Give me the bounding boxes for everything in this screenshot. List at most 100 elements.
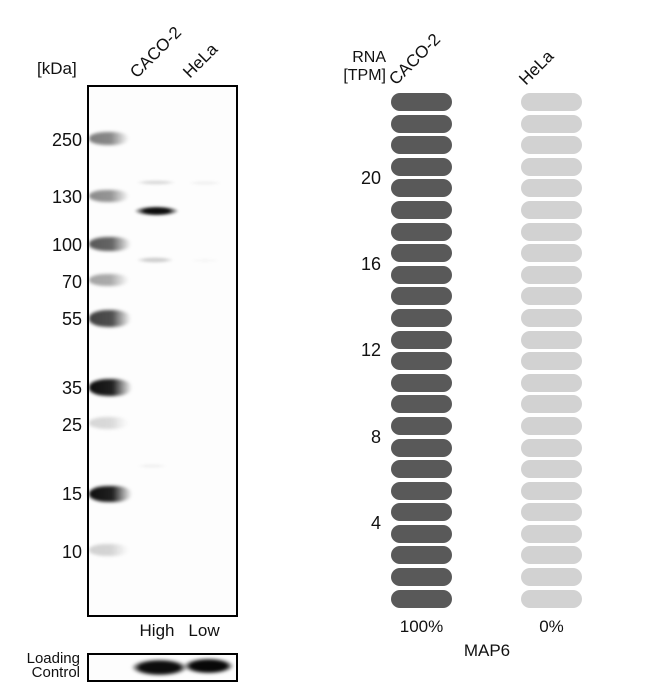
rna-axis-line2: [TPM] bbox=[343, 67, 386, 84]
rna-segment bbox=[391, 416, 452, 435]
rna-axis-label: RNA [TPM] bbox=[326, 49, 386, 85]
rna-segment bbox=[521, 330, 582, 349]
rna-axis-line1: RNA bbox=[352, 49, 386, 66]
ladder-band bbox=[89, 417, 129, 429]
rna-percent-caco2: 100% bbox=[399, 617, 444, 636]
mw-marker-label: 10 bbox=[61, 542, 82, 562]
rna-segment bbox=[391, 503, 452, 522]
rna-segment bbox=[391, 244, 452, 263]
rna-segment bbox=[521, 352, 582, 371]
mw-marker-label: 15 bbox=[61, 484, 82, 504]
rna-segment bbox=[521, 114, 582, 133]
rna-segment bbox=[521, 524, 582, 543]
protein-band bbox=[188, 181, 222, 185]
mw-marker-label: 25 bbox=[61, 415, 82, 435]
rna-segment bbox=[391, 546, 452, 565]
mw-marker-label: 130 bbox=[51, 187, 82, 207]
ladder-band bbox=[89, 274, 129, 286]
ladder-band bbox=[89, 379, 132, 396]
rna-segment bbox=[391, 524, 452, 543]
rna-lane-label-caco2: CACO-2 bbox=[385, 29, 445, 89]
rna-segment bbox=[391, 352, 452, 371]
rna-segment bbox=[391, 93, 452, 111]
rna-segment bbox=[521, 287, 582, 306]
rna-segment bbox=[521, 244, 582, 263]
rna-segment bbox=[391, 330, 452, 349]
rna-segment bbox=[521, 93, 582, 111]
ladder-band bbox=[89, 237, 131, 251]
kda-unit-label: [kDa] bbox=[37, 59, 77, 78]
rna-segment bbox=[521, 568, 582, 587]
rna-segment bbox=[521, 136, 582, 155]
blot-lane-label-caco2: CACO-2 bbox=[126, 22, 186, 82]
protein-band bbox=[136, 180, 176, 185]
rna-segment bbox=[521, 395, 582, 414]
ladder-band bbox=[89, 486, 132, 502]
rna-segment bbox=[521, 265, 582, 284]
rna-segment bbox=[521, 503, 582, 522]
blot-lane-label-hela: HeLa bbox=[179, 39, 222, 82]
rna-segment bbox=[391, 481, 452, 500]
western-blot-image bbox=[87, 85, 238, 617]
protein-band bbox=[134, 206, 179, 216]
rna-tick-label: 8 bbox=[370, 426, 381, 447]
mw-marker-label: 250 bbox=[51, 130, 82, 150]
rna-segment bbox=[391, 287, 452, 306]
ladder-band bbox=[89, 132, 129, 145]
rna-tick-label: 16 bbox=[360, 254, 381, 274]
rna-segment bbox=[391, 373, 452, 392]
rna-segment bbox=[391, 438, 452, 457]
loading-control-band bbox=[183, 658, 234, 674]
ladder-band bbox=[89, 190, 129, 202]
mw-marker-label: 100 bbox=[51, 235, 82, 255]
rna-tick-label: 20 bbox=[360, 167, 381, 188]
rna-segment bbox=[391, 460, 452, 479]
protein-band bbox=[137, 464, 167, 468]
rna-segment bbox=[391, 589, 452, 608]
rna-segment bbox=[521, 546, 582, 565]
loading-control-label: Loading Control bbox=[10, 650, 80, 681]
lane-level-high: High bbox=[139, 621, 175, 640]
rna-segment bbox=[521, 179, 582, 198]
rna-tick-label: 4 bbox=[370, 513, 381, 534]
rna-segment bbox=[521, 416, 582, 435]
protein-band bbox=[136, 257, 174, 263]
mw-marker-label: 70 bbox=[61, 272, 82, 292]
loading-control-band-layer bbox=[89, 655, 236, 680]
rna-segment bbox=[391, 114, 452, 133]
rna-segment bbox=[391, 568, 452, 587]
rna-segment bbox=[521, 589, 582, 608]
rna-segment bbox=[521, 373, 582, 392]
rna-segment bbox=[391, 179, 452, 198]
rna-segment bbox=[391, 157, 452, 176]
rna-segment bbox=[521, 308, 582, 327]
rna-lane-label-hela: HeLa bbox=[515, 46, 558, 89]
rna-segment bbox=[521, 200, 582, 219]
rna-segment bbox=[521, 438, 582, 457]
mw-marker-label: 35 bbox=[61, 378, 82, 398]
rna-segment bbox=[391, 222, 452, 241]
rna-segment bbox=[391, 200, 452, 219]
rna-segment bbox=[521, 481, 582, 500]
mw-marker-label: 55 bbox=[61, 309, 82, 329]
ladder-band bbox=[89, 544, 129, 556]
lane-level-low: Low bbox=[188, 621, 220, 640]
rna-segment bbox=[391, 265, 452, 284]
ladder-band bbox=[89, 310, 131, 327]
rna-segment bbox=[521, 157, 582, 176]
loading-control-blot bbox=[87, 653, 238, 682]
rna-percent-hela: 0% bbox=[539, 617, 564, 636]
blot-band-layer bbox=[89, 87, 236, 615]
rna-segment bbox=[521, 222, 582, 241]
rna-column-caco2 bbox=[391, 93, 452, 608]
loading-control-line2: Control bbox=[31, 664, 80, 681]
rna-segment bbox=[391, 395, 452, 414]
loading-control-band bbox=[131, 659, 188, 676]
rna-segment bbox=[391, 136, 452, 155]
rna-segment bbox=[521, 460, 582, 479]
rna-tick-label: 12 bbox=[360, 340, 381, 361]
rna-column-hela bbox=[521, 93, 582, 608]
loading-control-line1: Loading bbox=[26, 650, 80, 667]
rna-segment bbox=[391, 308, 452, 327]
gene-name-label: MAP6 bbox=[463, 641, 511, 660]
